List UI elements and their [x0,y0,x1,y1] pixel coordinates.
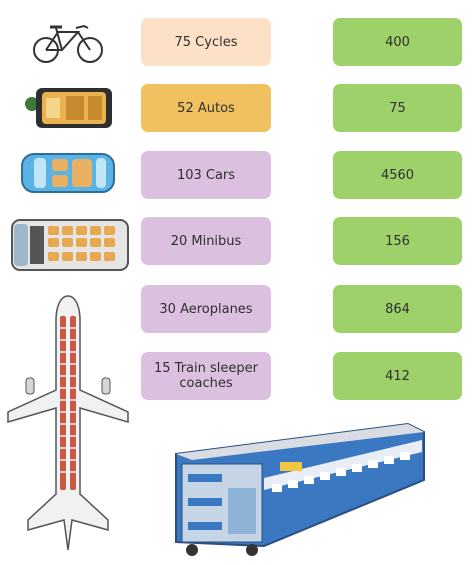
label-card-minibus: 20 Minibus [141,217,271,265]
label-card-aeroplanes: 30 Aeroplanes [141,285,271,333]
car-icon [21,153,115,193]
label-text: 52 Autos [177,100,235,116]
label-text: 103 Cars [176,167,236,183]
bicycle-icon [33,24,103,63]
label-card-autos: 52 Autos [141,84,271,132]
label-card-cycles: 75 Cycles [141,18,271,66]
value-text: 156 [385,233,410,249]
minibus-icon [11,219,129,271]
value-card-autos: 75 [333,84,462,132]
value-text: 400 [385,34,410,50]
label-card-train: 15 Train sleeper coaches [141,352,271,400]
label-text: 15 Train sleeper coaches [154,361,258,391]
value-card-train: 412 [333,352,462,400]
value-text: 412 [385,368,410,384]
train-coach-icon [175,422,425,556]
label-text: 75 Cycles [174,34,238,50]
value-text: 4560 [380,167,415,183]
value-card-cars: 4560 [333,151,462,199]
value-card-minibus: 156 [333,217,462,265]
value-card-cycles: 400 [333,18,462,66]
value-card-aeroplanes: 864 [333,285,462,333]
aeroplane-icon [7,295,129,551]
value-text: 864 [385,301,410,317]
value-text: 75 [389,100,406,116]
label-text: 30 Aeroplanes [159,301,253,317]
label-text: 20 Minibus [170,233,242,249]
label-card-cars: 103 Cars [141,151,271,199]
auto-rickshaw-icon [25,88,112,128]
